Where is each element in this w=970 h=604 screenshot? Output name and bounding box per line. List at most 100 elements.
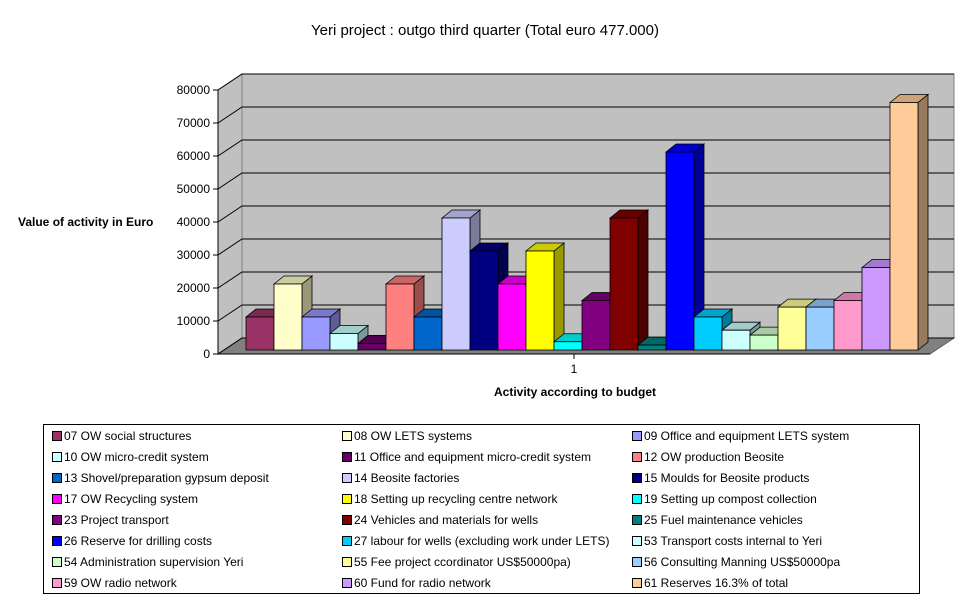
bar-front [441, 217, 471, 351]
bar-front [413, 316, 443, 351]
y-tick-label: 30000 [177, 248, 211, 262]
x-axis-label: Activity according to budget [493, 385, 656, 399]
legend-label: 17 OW Recycling system [64, 492, 199, 506]
legend-swatch [342, 536, 352, 546]
legend-entry: 59 OW radio network [52, 575, 177, 591]
legend-label: 07 OW social structures [64, 429, 192, 443]
legend-swatch [632, 536, 642, 546]
bar [888, 93, 930, 351]
legend-swatch [52, 557, 62, 567]
legend-entry: 18 Setting up recycling centre network [342, 491, 557, 507]
legend-entry: 26 Reserve for drilling costs [52, 533, 212, 549]
legend-label: 19 Setting up compost collection [644, 492, 817, 506]
legend-swatch [52, 494, 62, 504]
bar-front [637, 344, 667, 351]
legend-entry: 12 OW production Beosite [632, 449, 784, 465]
chart-title: Yeri project : outgo third quarter (Tota… [311, 22, 659, 39]
gridline [217, 139, 954, 157]
bar-side [637, 209, 649, 351]
gridline [217, 172, 954, 190]
legend-swatch [342, 515, 352, 525]
legend-swatch [342, 431, 352, 441]
bar-front [693, 316, 723, 351]
bar-front [721, 329, 751, 351]
y-tick-label: 60000 [177, 149, 211, 163]
legend-label: 54 Administration supervision Yeri [64, 555, 244, 569]
bar-front [273, 283, 303, 351]
legend-swatch [632, 431, 642, 441]
legend-swatch [52, 515, 62, 525]
legend-label: 09 Office and equipment LETS system [644, 429, 850, 443]
bar-side [553, 242, 565, 351]
legend-swatch [632, 515, 642, 525]
y-tick-label: 40000 [177, 215, 211, 229]
gridline [217, 304, 954, 322]
bar-front [329, 333, 359, 351]
gridline [217, 271, 954, 289]
legend-swatch [632, 578, 642, 588]
bar [524, 242, 566, 351]
legend-label: 24 Vehicles and materials for wells [354, 513, 539, 527]
y-axis-label: Value of activity in Euro [18, 215, 154, 229]
legend-entry: 17 OW Recycling system [52, 491, 198, 507]
legend-entry: 56 Consulting Manning US$50000pa [632, 554, 840, 570]
chart-legend: 07 OW social structures 08 OW LETS system… [43, 424, 920, 594]
legend-entry: 09 Office and equipment LETS system [632, 428, 849, 444]
legend-swatch [342, 473, 352, 483]
legend-entry: 13 Shovel/preparation gypsum deposit [52, 470, 269, 486]
legend-swatch [52, 431, 62, 441]
legend-entry: 07 OW social structures [52, 428, 191, 444]
legend-label: 56 Consulting Manning US$50000pa [644, 555, 841, 569]
legend-entry: 55 Fee project ccordinator US$50000pa) [342, 554, 571, 570]
bar-front [553, 341, 583, 351]
bar-front [245, 316, 275, 351]
legend-entry: 23 Project transport [52, 512, 169, 528]
y-tick-label: 80000 [177, 83, 211, 97]
legend-label: 12 OW production Beosite [644, 450, 785, 464]
y-tick-label: 20000 [177, 281, 211, 295]
legend-swatch [632, 473, 642, 483]
legend-entry: 11 Office and equipment micro-credit sys… [342, 449, 591, 465]
legend-label: 13 Shovel/preparation gypsum deposit [64, 471, 269, 485]
legend-entry: 60 Fund for radio network [342, 575, 491, 591]
legend-entry: 10 OW micro-credit system [52, 449, 209, 465]
legend-swatch [342, 557, 352, 567]
legend-entry: 53 Transport costs internal to Yeri [632, 533, 822, 549]
legend-label: 26 Reserve for drilling costs [64, 534, 213, 548]
bar-front [805, 306, 835, 351]
legend-label: 53 Transport costs internal to Yeri [644, 534, 823, 548]
legend-label: 11 Office and equipment micro-credit sys… [354, 450, 591, 464]
y-tick-label: 10000 [177, 314, 211, 328]
legend-swatch [342, 452, 352, 462]
legend-swatch [342, 578, 352, 588]
y-tick-label: 0 [203, 347, 210, 361]
legend-entry: 24 Vehicles and materials for wells [342, 512, 538, 528]
bar-front [581, 300, 611, 351]
legend-swatch [52, 452, 62, 462]
legend-entry: 61 Reserves 16.3% of total [632, 575, 788, 591]
legend-swatch [52, 578, 62, 588]
bar-front [889, 102, 919, 351]
bar [608, 209, 650, 351]
gridline [217, 73, 954, 91]
legend-label: 25 Fuel maintenance vehicles [644, 513, 803, 527]
legend-label: 14 Beosite factories [354, 471, 460, 485]
legend-swatch [632, 557, 642, 567]
bar-front [497, 283, 527, 351]
legend-label: 61 Reserves 16.3% of total [644, 576, 789, 590]
legend-label: 60 Fund for radio network [354, 576, 491, 590]
y-tick-label: 50000 [177, 182, 211, 196]
legend-entry: 14 Beosite factories [342, 470, 459, 486]
bar-front [749, 334, 779, 351]
legend-entry: 27 labour for wells (excluding work unde… [342, 533, 609, 549]
bar-front [385, 283, 415, 351]
bar-front [777, 306, 807, 351]
bar-side [917, 93, 929, 351]
bar-front [609, 217, 639, 351]
legend-label: 15 Moulds for Beosite products [644, 471, 810, 485]
x-tick-label: 1 [571, 362, 578, 376]
legend-swatch [52, 536, 62, 546]
gridline [217, 238, 954, 256]
legend-entry: 54 Administration supervision Yeri [52, 554, 243, 570]
